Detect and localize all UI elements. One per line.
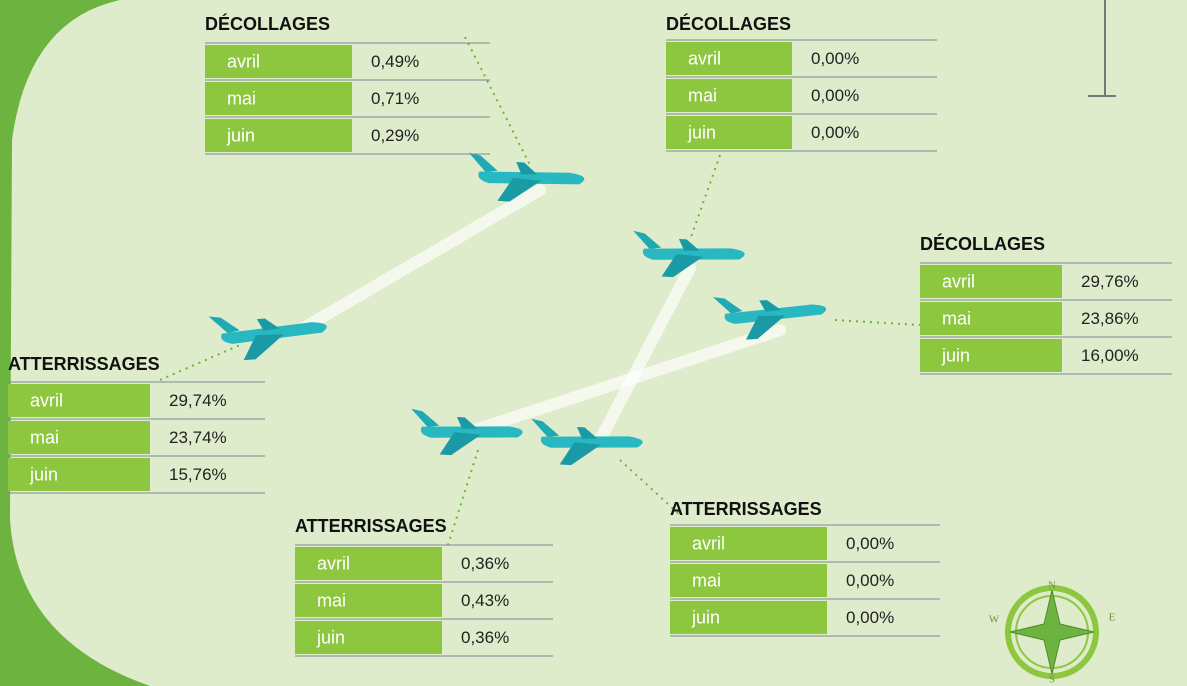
table-title: ATTERRISSAGES bbox=[295, 516, 447, 536]
value: 23,74% bbox=[169, 428, 227, 447]
month: avril bbox=[688, 48, 721, 68]
value: 0,00% bbox=[811, 49, 859, 68]
compass-s: S bbox=[1049, 674, 1055, 686]
table-title: DÉCOLLAGES bbox=[666, 13, 791, 34]
value: 0,00% bbox=[811, 123, 859, 142]
month: avril bbox=[30, 390, 63, 410]
month-cell bbox=[666, 79, 792, 112]
table-title: ATTERRISSAGES bbox=[670, 499, 822, 519]
value: 0,36% bbox=[461, 554, 509, 573]
month: mai bbox=[688, 85, 717, 105]
value: 0,71% bbox=[371, 89, 419, 108]
month: avril bbox=[317, 553, 350, 573]
value: 16,00% bbox=[1081, 346, 1139, 365]
value: 0,00% bbox=[846, 534, 894, 553]
month: mai bbox=[317, 590, 346, 610]
value: 23,86% bbox=[1081, 309, 1139, 328]
compass-e: E bbox=[1109, 612, 1116, 624]
table-title: ATTERRISSAGES bbox=[8, 354, 160, 374]
month: juin bbox=[691, 607, 720, 627]
month: mai bbox=[227, 88, 256, 108]
value: 0,00% bbox=[811, 86, 859, 105]
month: mai bbox=[942, 308, 971, 328]
month-cell bbox=[666, 116, 792, 149]
infographic: DÉCOLLAGES avril 0,49% mai 0,71% juin 0,29% DÉC… bbox=[0, 0, 1187, 686]
month: juin bbox=[226, 125, 255, 145]
month-cell bbox=[666, 42, 792, 75]
value: 0,00% bbox=[846, 571, 894, 590]
value: 15,76% bbox=[169, 465, 227, 484]
month: juin bbox=[29, 464, 58, 484]
value: 29,76% bbox=[1081, 272, 1139, 291]
month: juin bbox=[941, 345, 970, 365]
value: 0,43% bbox=[461, 591, 509, 610]
value: 0,36% bbox=[461, 628, 509, 647]
compass-w: W bbox=[989, 614, 1000, 626]
table-title: DÉCOLLAGES bbox=[920, 233, 1045, 254]
value: 0,49% bbox=[371, 52, 419, 71]
value: 29,74% bbox=[169, 391, 227, 410]
month: juin bbox=[316, 627, 345, 647]
value: 0,00% bbox=[846, 608, 894, 627]
month: avril bbox=[942, 271, 975, 291]
value: 0,29% bbox=[371, 126, 419, 145]
month: juin bbox=[687, 122, 716, 142]
month: mai bbox=[692, 570, 721, 590]
month: avril bbox=[692, 533, 725, 553]
compass-n: N bbox=[1048, 580, 1056, 592]
month: mai bbox=[30, 427, 59, 447]
month: avril bbox=[227, 51, 260, 71]
table-title: DÉCOLLAGES bbox=[205, 13, 330, 34]
